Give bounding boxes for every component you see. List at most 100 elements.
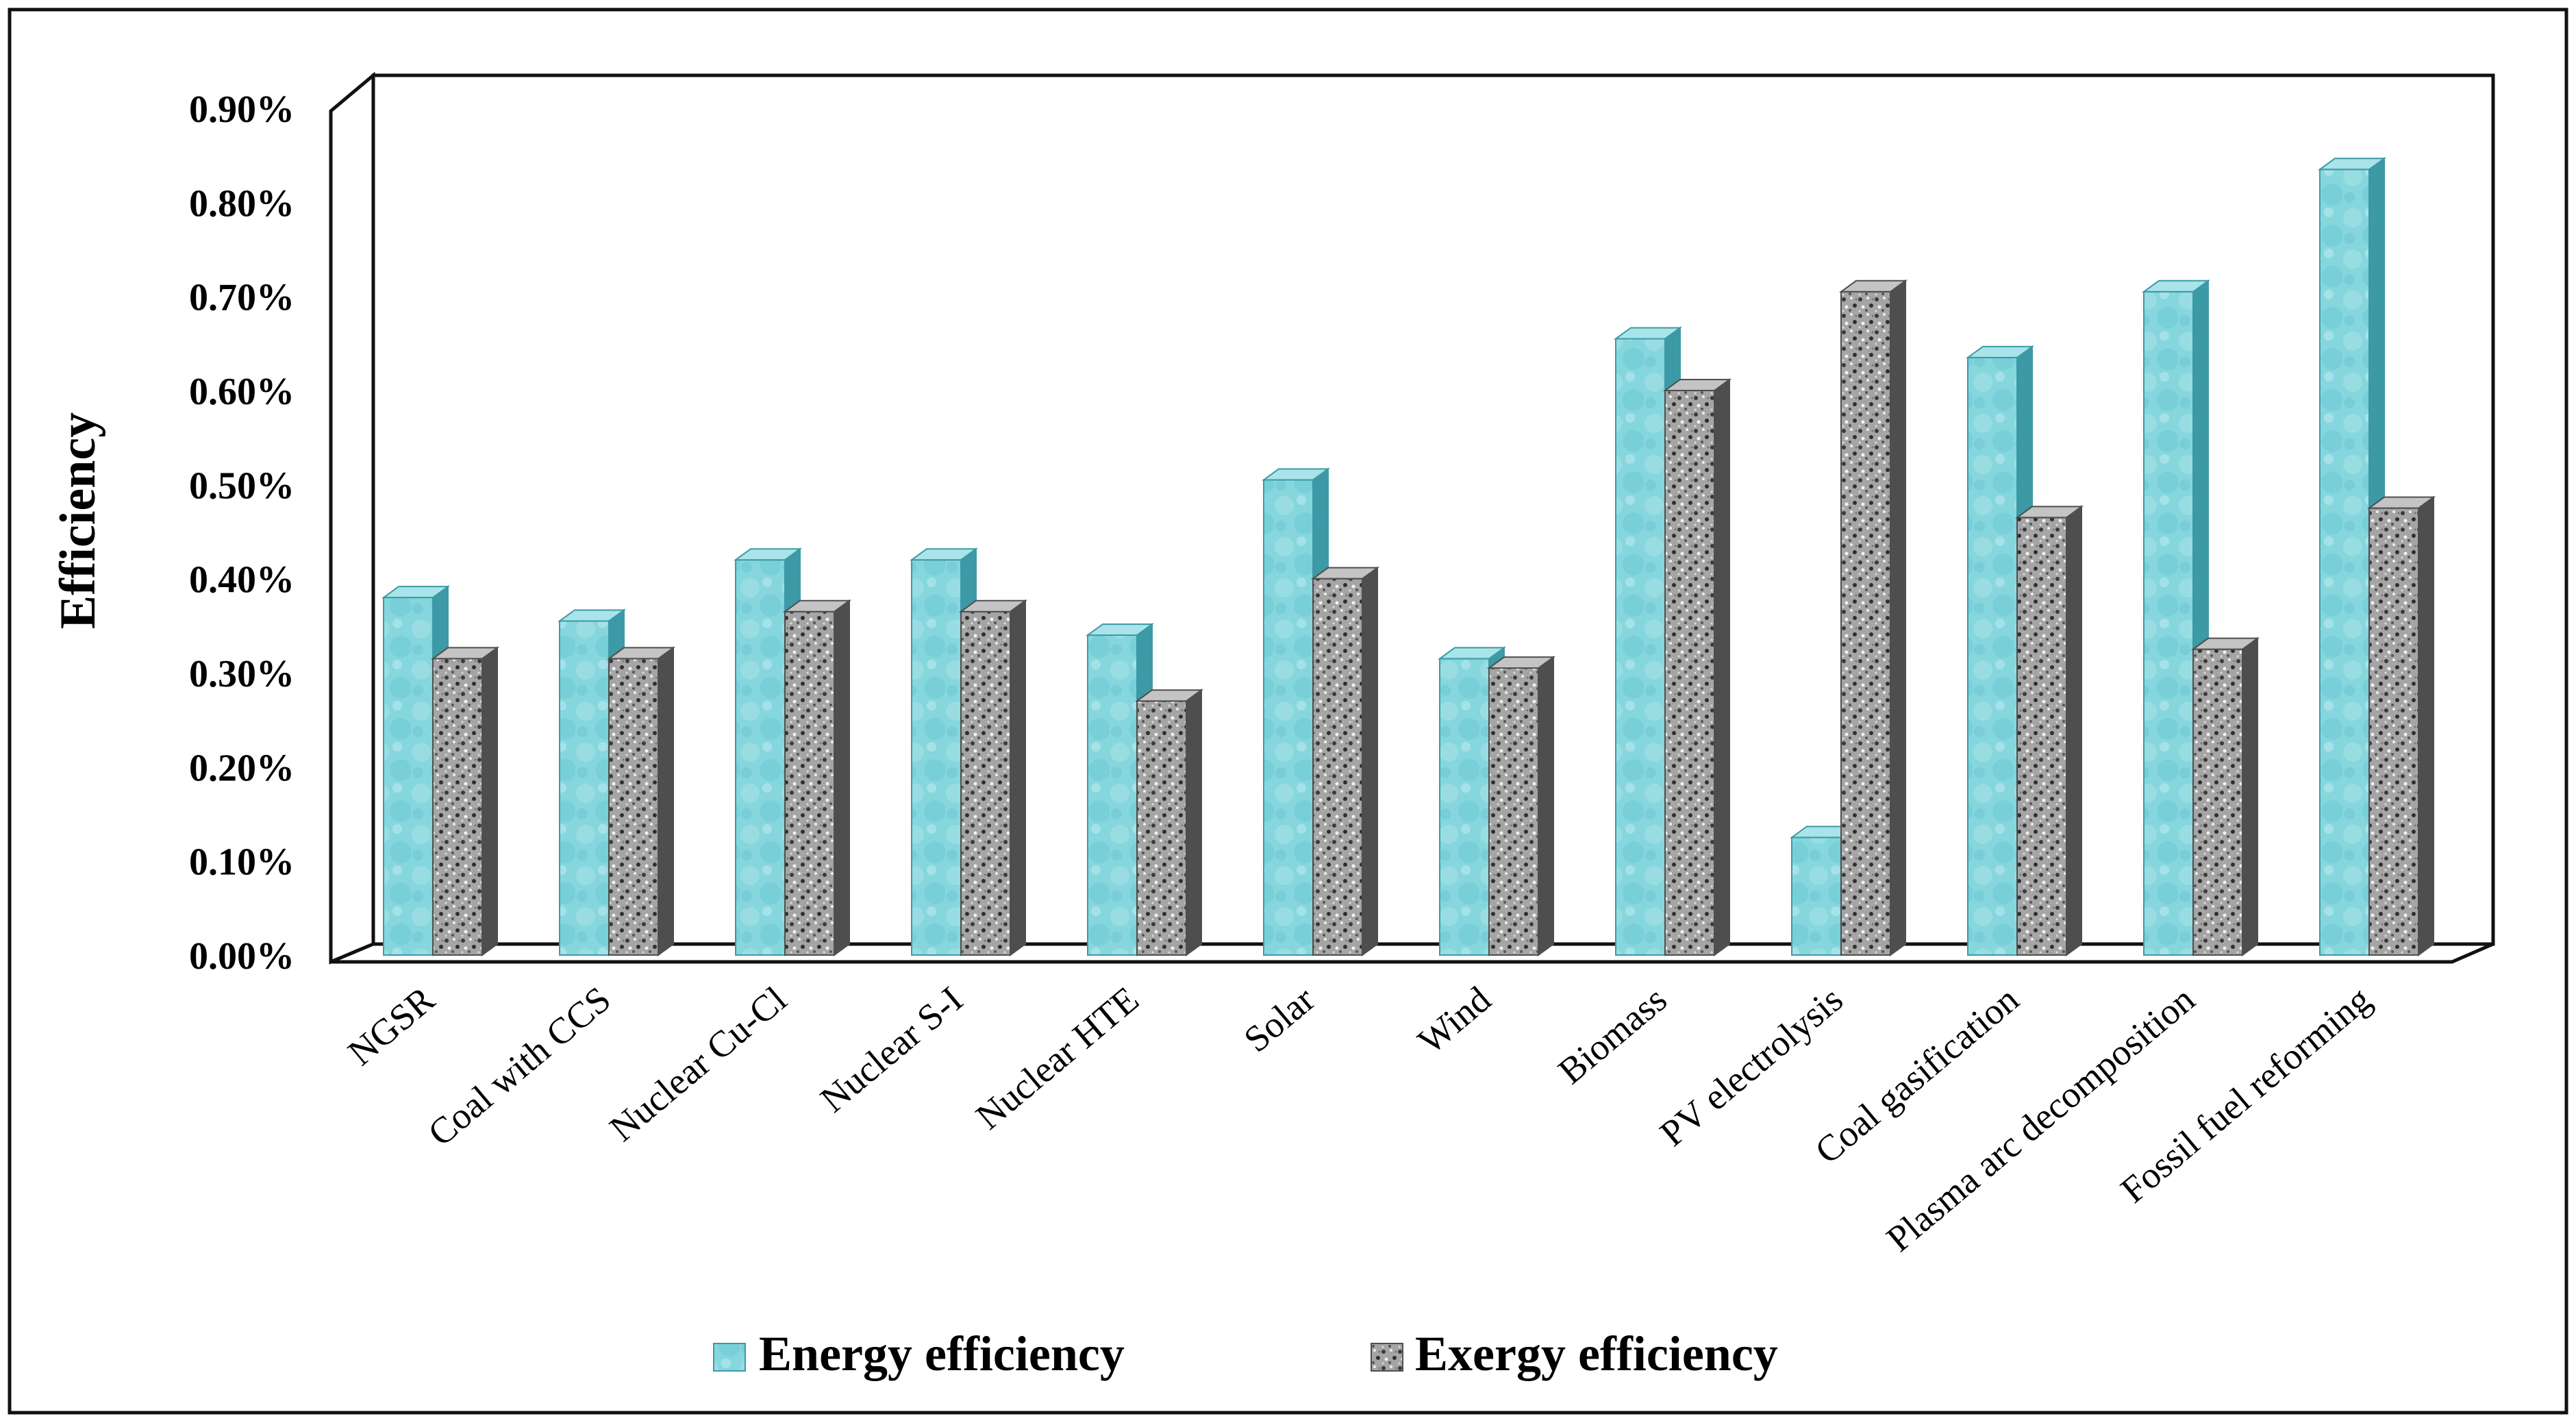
y-axis: 0.00% 0.10% 0.20% 0.30% 0.40% 0.50% 0.60% 0.70%… — [189, 88, 295, 978]
bar-top-exergy — [2366, 496, 2436, 509]
bar-front-exergy — [1312, 578, 1363, 956]
x-tick-label: NGSR — [340, 978, 442, 1074]
bar-exergy[interactable] — [2014, 505, 2084, 956]
bar-side-exergy — [1890, 279, 1906, 956]
bar-side-exergy — [482, 646, 498, 956]
floor — [330, 942, 2494, 964]
bar-energy[interactable] — [1789, 825, 1859, 956]
x-tick-label: Coal with CCS — [421, 978, 618, 1154]
bar-front-energy — [1791, 837, 1842, 956]
bar-front-energy — [2319, 169, 2370, 956]
bar-front-energy — [2143, 290, 2194, 956]
legend: Energy efficiency Exergy efficiency — [713, 1326, 1778, 1381]
y-tick-label: 0.60% — [189, 371, 295, 413]
bar-side-exergy — [2066, 505, 2082, 956]
legend-item-energy[interactable]: Energy efficiency — [713, 1326, 1125, 1381]
bar-top-exergy — [1310, 567, 1380, 580]
bar-exergy[interactable] — [1134, 689, 1204, 956]
bar-side-exergy — [834, 599, 850, 956]
bar-top-energy — [1965, 345, 2035, 358]
bars-group — [381, 157, 2436, 956]
bar-exergy[interactable] — [2366, 495, 2436, 956]
bar-top-energy — [381, 586, 451, 599]
bar-front-exergy — [1840, 290, 1891, 956]
bar-exergy[interactable] — [958, 599, 1028, 956]
x-tick-label: Nuclear Cu-Cl — [602, 978, 795, 1149]
bar-front-energy — [1615, 338, 1666, 956]
bar-front-energy — [1087, 634, 1138, 956]
bar-top-exergy — [1838, 280, 1908, 293]
side-wall — [329, 71, 375, 965]
outer-border — [8, 8, 2568, 1415]
x-tick-label: PV electrolysis — [1652, 978, 1850, 1154]
bar-top-energy — [2141, 280, 2211, 293]
bar-top-energy — [733, 548, 803, 561]
x-tick-label: Plasma arc decomposition — [1879, 978, 2203, 1259]
y-tick-label: 0.70% — [189, 277, 295, 319]
bar-side-exergy — [2418, 495, 2434, 956]
bar-front-exergy — [2016, 517, 2067, 956]
bar-front-exergy — [1664, 390, 1715, 956]
bar-front-energy — [735, 559, 786, 956]
bar-front-energy — [383, 597, 434, 956]
x-tick-label: Nuclear HTE — [968, 978, 1146, 1137]
x-tick-label: Solar — [1236, 978, 1323, 1060]
bar-front-energy — [1263, 479, 1314, 956]
x-tick-label: Wind — [1410, 978, 1499, 1062]
bar-top-exergy — [606, 647, 676, 660]
bar-front-exergy — [2192, 648, 2243, 956]
bar-exergy[interactable] — [1486, 656, 1556, 956]
bar-top-exergy — [2014, 506, 2084, 519]
bar-front-exergy — [784, 610, 835, 956]
y-tick-label: 0.10% — [189, 841, 295, 884]
bar-top-energy — [1437, 647, 1507, 660]
y-tick-label: 0.20% — [189, 747, 295, 789]
bar-side-exergy — [1538, 656, 1554, 956]
bar-front-exergy — [960, 610, 1011, 956]
bar-exergy[interactable] — [1838, 279, 1908, 956]
bar-exergy[interactable] — [430, 646, 500, 956]
bar-exergy[interactable] — [2190, 636, 2260, 956]
bar-front-energy — [1967, 356, 2018, 956]
bar-side-exergy — [658, 646, 674, 956]
legend-swatch-energy — [713, 1343, 746, 1372]
bar-front-energy — [559, 620, 610, 956]
bar-front-energy — [911, 559, 962, 956]
legend-label-energy: Energy efficiency — [759, 1326, 1125, 1381]
bar-side-exergy — [1010, 599, 1026, 956]
legend-item-exergy[interactable]: Exergy efficiency — [1371, 1326, 1778, 1381]
bar-front-exergy — [1488, 667, 1539, 956]
bar-exergy[interactable] — [782, 599, 852, 956]
bar-top-energy — [1613, 327, 1683, 340]
bar-side-exergy — [1186, 689, 1202, 956]
bar-front-exergy — [2368, 507, 2419, 956]
x-tick-label: Nuclear S-I — [812, 978, 970, 1120]
y-tick-label: 0.50% — [189, 464, 295, 507]
bar-exergy[interactable] — [1662, 378, 1732, 956]
legend-label-exergy: Exergy efficiency — [1415, 1326, 1778, 1381]
legend-swatch-exergy — [1371, 1343, 1403, 1372]
bar-top-energy — [1261, 468, 1331, 481]
bar-top-exergy — [958, 599, 1028, 612]
y-tick-label: 0.90% — [189, 88, 295, 131]
bar-front-exergy — [432, 658, 483, 956]
y-tick-label: 0.00% — [189, 935, 295, 978]
x-tick-label: Biomass — [1551, 978, 1675, 1092]
bar-side-exergy — [2242, 636, 2258, 956]
y-tick-label: 0.40% — [189, 559, 295, 602]
bar-top-exergy — [782, 599, 852, 612]
bar-exergy[interactable] — [606, 646, 676, 956]
bar-top-energy — [909, 548, 979, 561]
bar-side-exergy — [1362, 566, 1378, 956]
bar-side-exergy — [1714, 378, 1730, 956]
bar-top-exergy — [430, 647, 500, 660]
bar-exergy[interactable] — [1310, 566, 1380, 956]
bar-front-exergy — [1136, 700, 1187, 956]
bar-front-energy — [1439, 658, 1490, 956]
y-tick-label: 0.80% — [189, 182, 295, 225]
bar-top-energy — [2317, 158, 2387, 171]
bar-top-energy — [557, 609, 627, 622]
